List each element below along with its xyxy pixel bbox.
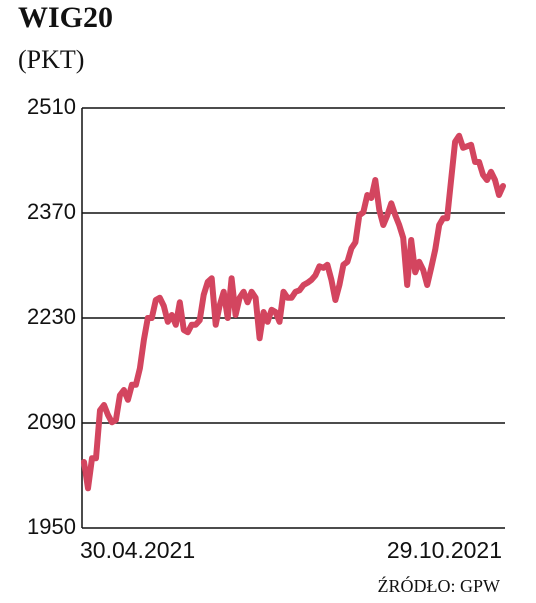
source: ŹRÓDŁO: GPW (378, 575, 501, 596)
y-tick-label: 2090 (27, 409, 76, 434)
y-tick-label: 2230 (27, 304, 76, 329)
x-tick-label: 29.10.2021 (387, 537, 502, 563)
chart-title: WIG20 (18, 1, 113, 34)
y-tick-label: 2370 (27, 199, 76, 224)
chart-subtitle: (PKT) (18, 45, 84, 74)
x-tick-label: 30.04.2021 (80, 537, 195, 563)
data-line (81, 132, 506, 492)
y-tick-label: 2510 (27, 94, 76, 119)
y-tick-label: 1950 (27, 514, 76, 539)
